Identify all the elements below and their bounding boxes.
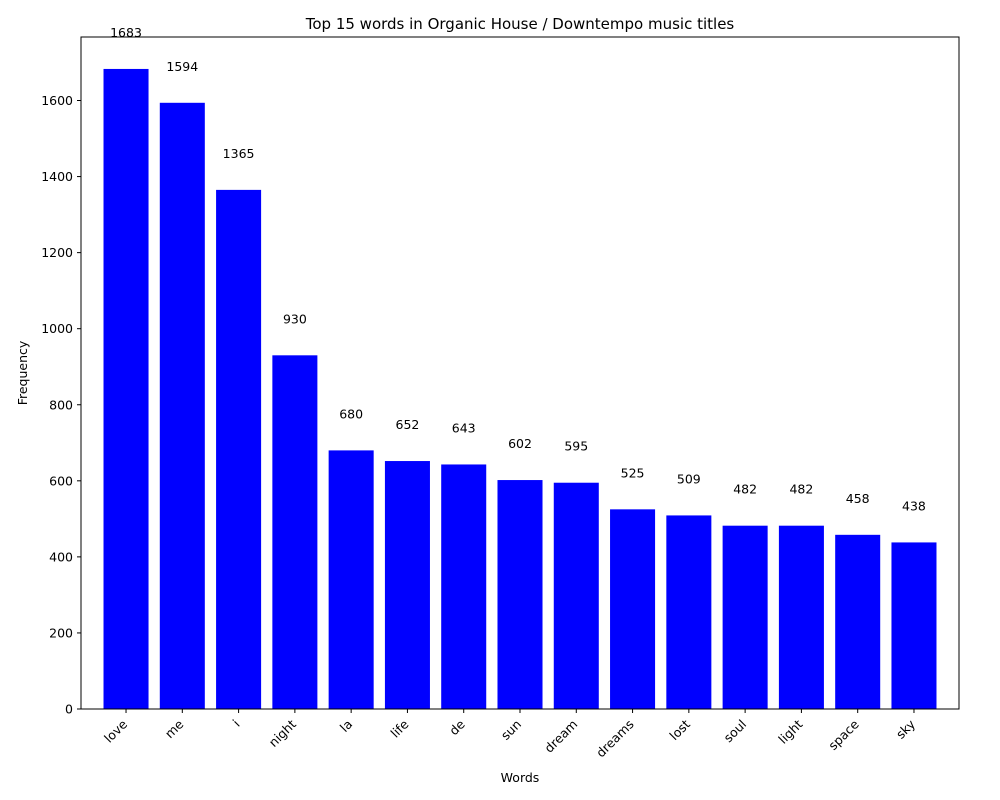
data-label-sun: 602 bbox=[508, 436, 532, 451]
data-label-lost: 509 bbox=[677, 471, 701, 486]
y-tick-label-1200: 1200 bbox=[41, 245, 73, 260]
x-tick-label-me: me bbox=[162, 716, 187, 741]
bar-sun bbox=[497, 480, 543, 709]
x-tick-label-light: light bbox=[775, 716, 805, 746]
data-label-love: 1683 bbox=[110, 25, 142, 40]
chart-title: Top 15 words in Organic House / Downtemp… bbox=[305, 15, 735, 33]
bar-sky bbox=[891, 542, 937, 709]
bar-dreams bbox=[610, 509, 656, 709]
data-label-soul: 482 bbox=[733, 482, 757, 497]
x-tick-label-de: de bbox=[446, 716, 468, 738]
data-label-sky: 438 bbox=[902, 498, 926, 513]
x-tick-label-la: la bbox=[337, 717, 355, 735]
data-labels-group: 1683 1594 1365 930 680 652 643 602 595 525 509 482 4… bbox=[110, 25, 926, 513]
data-label-me: 1594 bbox=[166, 59, 198, 74]
bar-i bbox=[216, 189, 262, 709]
bar-la bbox=[328, 450, 374, 709]
y-axis-title: Frequency bbox=[15, 340, 30, 405]
x-tick-label-lost: lost bbox=[666, 716, 693, 743]
x-tick-label-dream: dream bbox=[541, 717, 580, 756]
bar-love bbox=[103, 68, 149, 709]
x-tick-label-sky: sky bbox=[893, 716, 919, 742]
bar-space bbox=[835, 534, 881, 709]
bar-lost bbox=[666, 515, 712, 709]
x-tick-label-life: life bbox=[387, 716, 411, 740]
bar-de bbox=[441, 464, 487, 709]
x-tick-label-space: space bbox=[825, 716, 862, 753]
data-label-dream: 595 bbox=[564, 439, 588, 454]
bar-night bbox=[272, 355, 318, 709]
data-label-life: 652 bbox=[396, 417, 420, 432]
data-label-space: 458 bbox=[846, 491, 870, 506]
bar-light bbox=[778, 525, 824, 709]
data-label-light: 482 bbox=[789, 482, 813, 497]
plot-area-frame bbox=[80, 36, 960, 710]
y-tick-label-400: 400 bbox=[49, 549, 73, 564]
data-label-i: 1365 bbox=[223, 146, 255, 161]
x-axis-title: Words bbox=[501, 770, 540, 785]
data-label-de: 643 bbox=[452, 420, 476, 435]
bar-me bbox=[159, 102, 205, 710]
x-tick-label-sun: sun bbox=[498, 717, 524, 743]
y-tick-label-800: 800 bbox=[49, 397, 73, 412]
y-tick-label-0: 0 bbox=[65, 702, 73, 717]
x-tick-label-soul: soul bbox=[721, 717, 750, 746]
y-tick-label-200: 200 bbox=[49, 625, 73, 640]
x-tick-label-i: i bbox=[230, 717, 243, 730]
data-label-la: 680 bbox=[339, 406, 363, 421]
bars-group bbox=[103, 68, 937, 710]
y-axis: 0 200 400 600 800 1000 1200 1400 1600 bbox=[41, 93, 81, 717]
x-tick-label-dreams: dreams bbox=[593, 717, 637, 761]
data-label-night: 930 bbox=[283, 311, 307, 326]
bar-life bbox=[384, 461, 430, 709]
y-tick-label-600: 600 bbox=[49, 473, 73, 488]
x-axis: love me i night la life de sun dream dreams lost so… bbox=[101, 709, 919, 760]
y-tick-label-1400: 1400 bbox=[41, 169, 73, 184]
bar-soul bbox=[722, 525, 768, 709]
bar-dream bbox=[553, 482, 599, 709]
x-tick-label-night: night bbox=[266, 716, 299, 749]
x-tick-label-love: love bbox=[101, 716, 130, 745]
y-tick-label-1000: 1000 bbox=[41, 321, 73, 336]
data-label-dreams: 525 bbox=[621, 465, 645, 480]
y-tick-label-1600: 1600 bbox=[41, 93, 73, 108]
